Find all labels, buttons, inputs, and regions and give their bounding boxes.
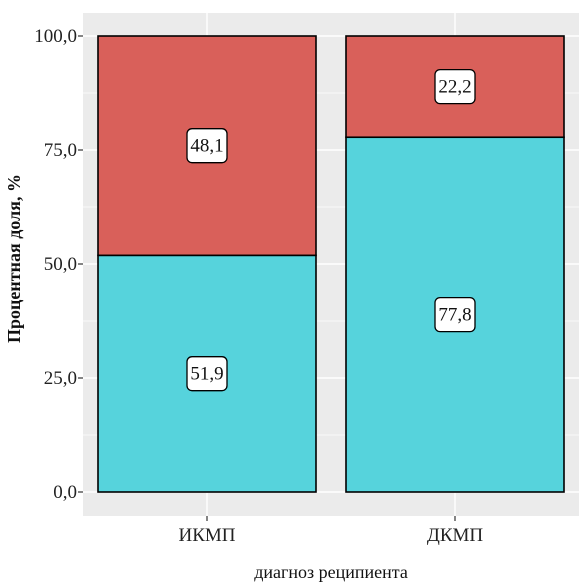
y-axis: 0,0 25,0 50,0 75,0 100,0 [34,26,83,503]
data-label: 22,2 [438,77,471,98]
data-label: 77,8 [438,305,471,326]
x-axis-title: диагноз реципиента [254,562,408,582]
y-tick-label: 50,0 [44,254,77,275]
data-label-group: 51,9 48,1 77,8 22,2 [186,68,476,392]
y-tick-label: 100,0 [34,26,77,47]
data-label-box [186,128,228,164]
x-axis: ИКМП ДКМП [178,516,483,546]
data-label: 51,9 [190,364,223,385]
x-tick-label: ДКМП [427,525,484,546]
y-tick-label: 25,0 [44,368,77,389]
y-tick-label: 75,0 [44,140,77,161]
x-tick-label: ИКМП [178,525,235,546]
data-label: 48,1 [190,136,223,157]
y-tick-label: 0,0 [53,482,77,503]
data-label-box [434,296,476,333]
y-axis-title: Процентная доля, % [4,174,24,343]
data-label-box [186,356,228,392]
data-label-box [434,68,476,105]
